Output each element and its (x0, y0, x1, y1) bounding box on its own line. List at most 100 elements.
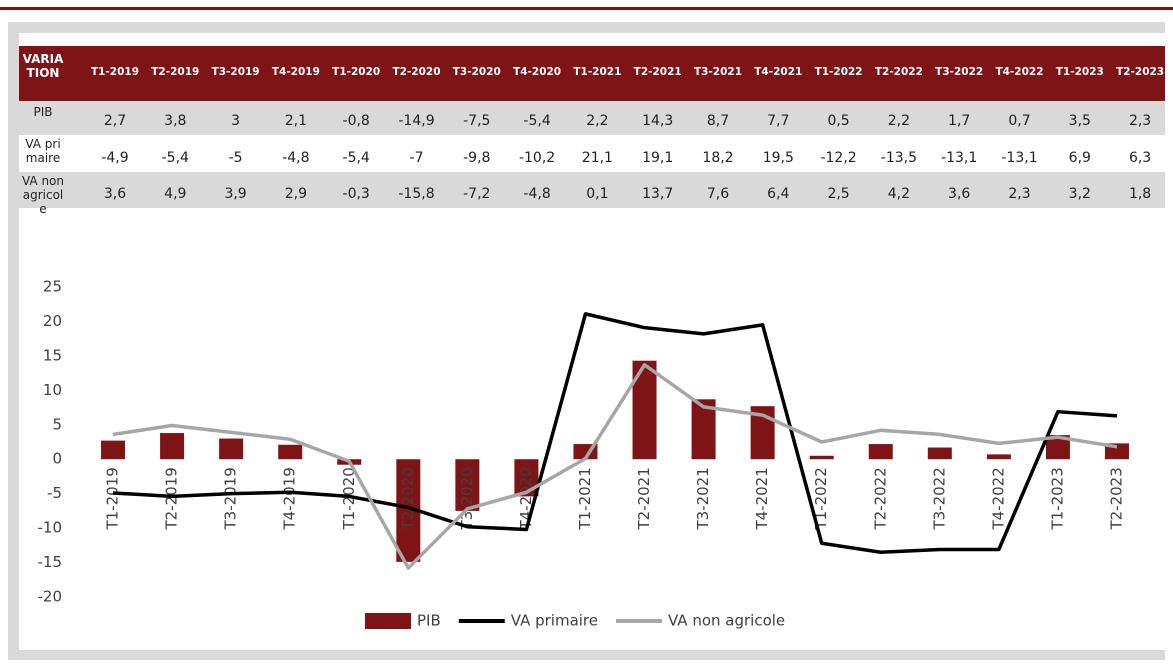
table-header (19, 46, 1165, 101)
table-column-header: T2-2022 (874, 66, 923, 78)
table-cell: -5,4 (523, 113, 551, 129)
table-cell: 2,1 (284, 113, 308, 129)
table-row-label: VA primaire (25, 137, 61, 165)
table-cell: -4,9 (101, 150, 129, 166)
line (112, 312, 1118, 554)
table-column-header: T3-2020 (452, 66, 501, 78)
table-cell: -0,8 (342, 113, 370, 129)
y-tick-label: -20 (38, 588, 63, 606)
table-cell: -4,8 (523, 186, 551, 202)
x-tick-label: T2-2020 (399, 467, 417, 530)
y-tick-label: 0 (52, 450, 62, 468)
x-tick-label: T2-2019 (163, 467, 181, 530)
table-column-header: T2-2020 (392, 66, 441, 78)
table-cell: 0,7 (1008, 113, 1031, 129)
top-rule (0, 7, 1173, 10)
bar (455, 459, 480, 511)
y-tick-label: 20 (43, 312, 62, 330)
table-cell: 2,5 (827, 186, 850, 202)
table-cell: 3,6 (103, 186, 127, 202)
table-cell: -7,5 (463, 113, 491, 129)
table-column-header: T4-2020 (513, 66, 562, 78)
legend-label: PIB (417, 612, 441, 630)
table-cell: 6,4 (767, 186, 790, 202)
table-cell: -10,2 (518, 150, 556, 166)
y-tick-label: 10 (43, 381, 62, 399)
table-cell: -7,2 (463, 186, 491, 202)
table-cell: 6,3 (1128, 150, 1152, 166)
x-tick-label: T4-2020 (517, 467, 535, 530)
table-column-header: T1-2019 (90, 66, 140, 78)
table-column-header: T1-2021 (573, 66, 622, 78)
bar (927, 447, 952, 460)
y-tick-label: -15 (38, 553, 63, 571)
table-column-header: T3-2021 (693, 66, 743, 78)
table-cell: 7,7 (767, 113, 790, 129)
x-tick-label: T1-2019 (104, 467, 122, 530)
legend-label: VA non agricole (668, 612, 785, 630)
table-cell: -13,1 (1001, 150, 1038, 166)
table-cell: 3 (231, 113, 241, 129)
table-cell: 8,7 (706, 113, 730, 129)
table-column-header: T3-2019 (211, 66, 260, 78)
legend-swatch (365, 613, 411, 629)
table-cell: -15,8 (398, 186, 435, 202)
y-tick-label: -5 (47, 484, 62, 502)
table-cell: 19,1 (642, 150, 674, 166)
y-tick-label: -10 (38, 519, 63, 537)
table-cell: 3,8 (164, 113, 187, 129)
table-cell: 2,3 (1008, 186, 1031, 202)
table-cell: 7,6 (706, 186, 730, 202)
table-cell: 2,3 (1128, 113, 1152, 129)
table-row-label: VA non agricole (21, 174, 65, 216)
y-tick-label: 5 (52, 415, 62, 433)
table-cell: 21,1 (581, 150, 613, 166)
table-cell: 1,7 (948, 113, 971, 129)
table-cell: 0,1 (586, 186, 609, 202)
bar (219, 438, 244, 460)
x-tick-label: T1-2023 (1048, 467, 1066, 530)
table-cell: 3,5 (1068, 113, 1091, 129)
bar (986, 454, 1011, 460)
table-cell: -12,2 (820, 150, 857, 166)
table-column-header: T3-2022 (935, 66, 984, 78)
table-cell: -9,8 (463, 150, 491, 166)
table-cell: 4,2 (887, 186, 911, 202)
x-tick-label: T2-2021 (635, 467, 653, 530)
table-column-header: T4-2022 (995, 66, 1044, 78)
table-cell: 3,6 (948, 186, 971, 202)
bar (514, 459, 539, 497)
x-tick-label: T2-2023 (1107, 467, 1125, 530)
x-tick-label: T1-2020 (340, 467, 358, 530)
x-tick-label: T1-2022 (812, 467, 830, 530)
table-cell: -5 (228, 150, 243, 166)
x-tick-label: T4-2019 (281, 467, 299, 530)
y-tick-label: 25 (43, 278, 62, 296)
table-column-header: T2-2023 (1116, 66, 1165, 78)
table-cell: 6,9 (1068, 150, 1091, 166)
table-cell: 2,2 (586, 113, 609, 129)
table-cell: -5,4 (342, 150, 370, 166)
table-column-header: T2-2019 (151, 66, 200, 78)
bar (101, 440, 126, 460)
table-cell: 19,5 (762, 150, 794, 166)
bar (278, 444, 303, 460)
table-cell: -14,9 (398, 113, 435, 129)
line (112, 363, 1118, 570)
row-band (19, 172, 1165, 208)
table-cell: 14,3 (642, 113, 674, 129)
table-cell: -13,5 (880, 150, 917, 166)
table-row-label: PIB (33, 105, 53, 119)
bar (160, 433, 185, 460)
bar (809, 455, 834, 460)
table-corner: VARIATION (22, 52, 64, 80)
bar (868, 444, 893, 460)
table-cell: 4,9 (164, 186, 187, 202)
legend-label: VA primaire (511, 612, 598, 630)
panel (19, 33, 1165, 650)
table-cell: 2,7 (103, 113, 127, 129)
x-tick-label: T2-2022 (871, 467, 889, 530)
x-tick-label: T4-2021 (753, 467, 771, 530)
